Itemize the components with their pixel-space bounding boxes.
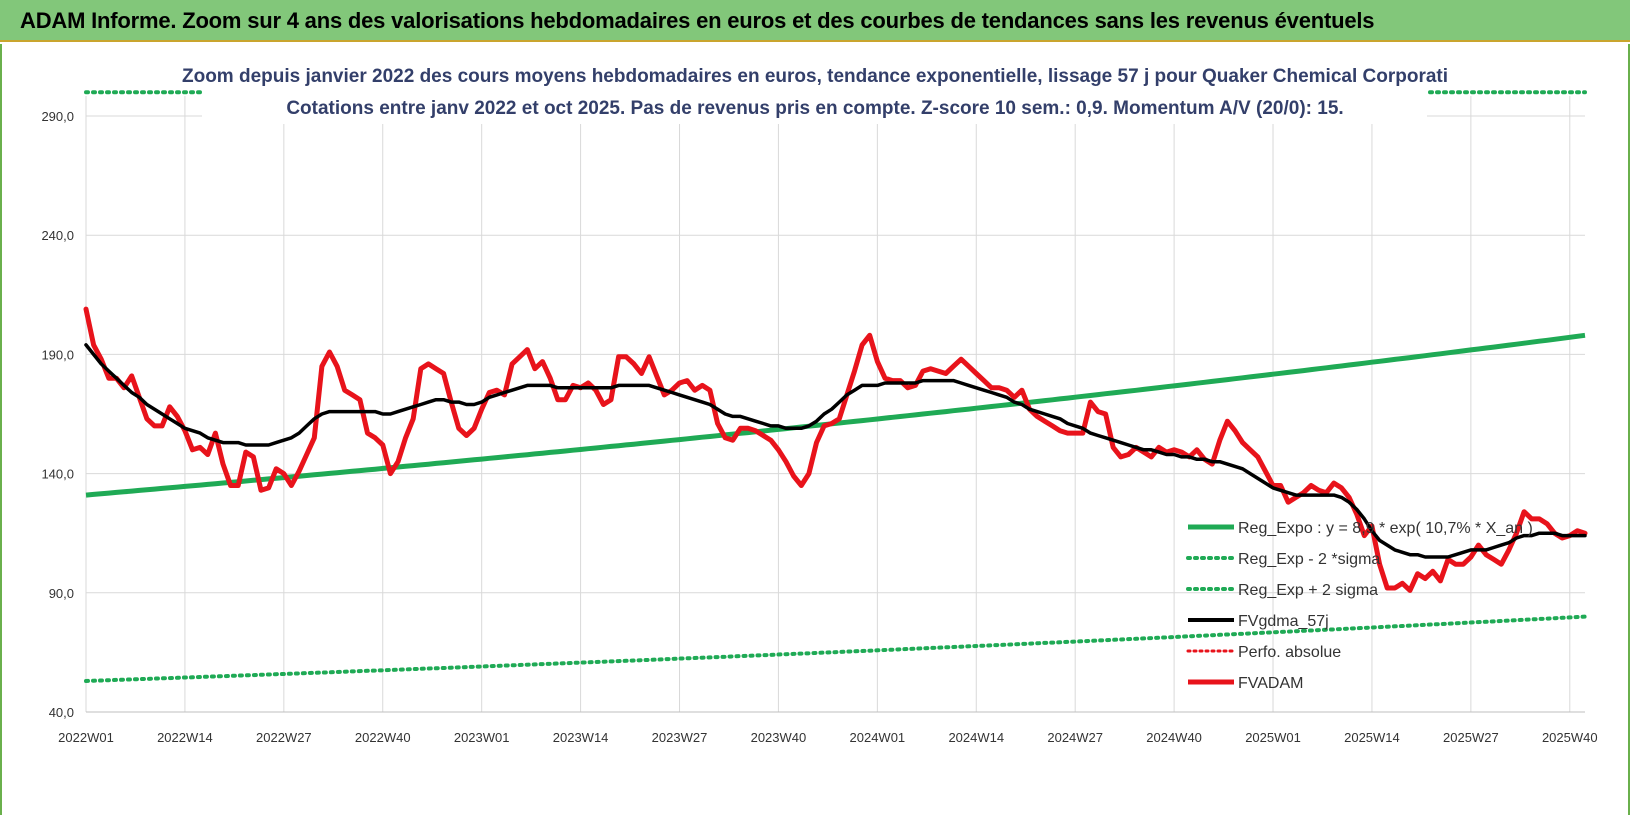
line-chart: Zoom depuis janvier 2022 des cours moyen… (41, 58, 1598, 745)
reg-expo-line (85, 332, 1586, 498)
reg-exp-minus-2sigma-line (84, 614, 1587, 683)
axes: 40,0 90,0 140,0 190,0 240,0 290,0 2022W01 2022W… (41, 109, 1597, 745)
legend-label-perfo: Perfo. absolue (1238, 644, 1341, 661)
x-tick-label: 2024W01 (850, 730, 906, 745)
x-tick-label: 2022W01 (58, 730, 114, 745)
y-tick-label: 140,0 (41, 467, 74, 482)
x-tick-label: 2025W27 (1443, 730, 1499, 745)
page-title: ADAM Informe. Zoom sur 4 ans des valoris… (20, 8, 1375, 33)
header-banner: ADAM Informe. Zoom sur 4 ans des valoris… (0, 0, 1630, 42)
x-tick-label: 2022W40 (355, 730, 411, 745)
legend-label-fvadam: FVADAM (1238, 675, 1303, 692)
series (83, 306, 1588, 593)
subtitle-background (202, 58, 1427, 124)
x-tick-label: 2024W27 (1047, 730, 1103, 745)
legend-label-reg_expo: Reg_Expo : y = 8,9 * exp( 10,7% * X_an ) (1238, 520, 1533, 537)
y-tick-label: 190,0 (41, 347, 74, 362)
y-tick-label: 40,0 (49, 705, 74, 720)
x-tick-label: 2022W27 (256, 730, 312, 745)
fvadam-line (83, 306, 1588, 593)
x-tick-label: 2023W27 (652, 730, 708, 745)
x-tick-label: 2025W14 (1344, 730, 1400, 745)
x-tick-label: 2023W14 (553, 730, 609, 745)
x-tick-label: 2023W01 (454, 730, 510, 745)
x-tick-label: 2025W01 (1245, 730, 1301, 745)
chart-subtitle-line2: Cotations entre janv 2022 et oct 2025. P… (286, 98, 1343, 119)
x-tick-label: 2023W40 (751, 730, 807, 745)
x-tick-label: 2024W40 (1146, 730, 1202, 745)
x-tick-label: 2025W40 (1542, 730, 1598, 745)
x-tick-label: 2022W14 (157, 730, 213, 745)
x-tick-label: 2024W14 (948, 730, 1004, 745)
fvgdma-57j-line (84, 343, 1587, 559)
legend-label-sigma_high: Reg_Exp + 2 sigma (1238, 582, 1378, 599)
chart-area: Zoom depuis janvier 2022 des cours moyen… (0, 44, 1630, 815)
chart-subtitle-line1: Zoom depuis janvier 2022 des cours moyen… (182, 66, 1448, 87)
legend: Reg_Expo : y = 8,9 * exp( 10,7% * X_an )… (1186, 520, 1533, 692)
legend-label-fvgdma: FVgdma_57j (1238, 613, 1329, 630)
y-tick-label: 240,0 (41, 228, 74, 243)
y-tick-label: 90,0 (49, 586, 74, 601)
y-tick-label: 290,0 (41, 109, 74, 124)
legend-label-sigma_low: Reg_Exp - 2 *sigma (1238, 551, 1380, 568)
